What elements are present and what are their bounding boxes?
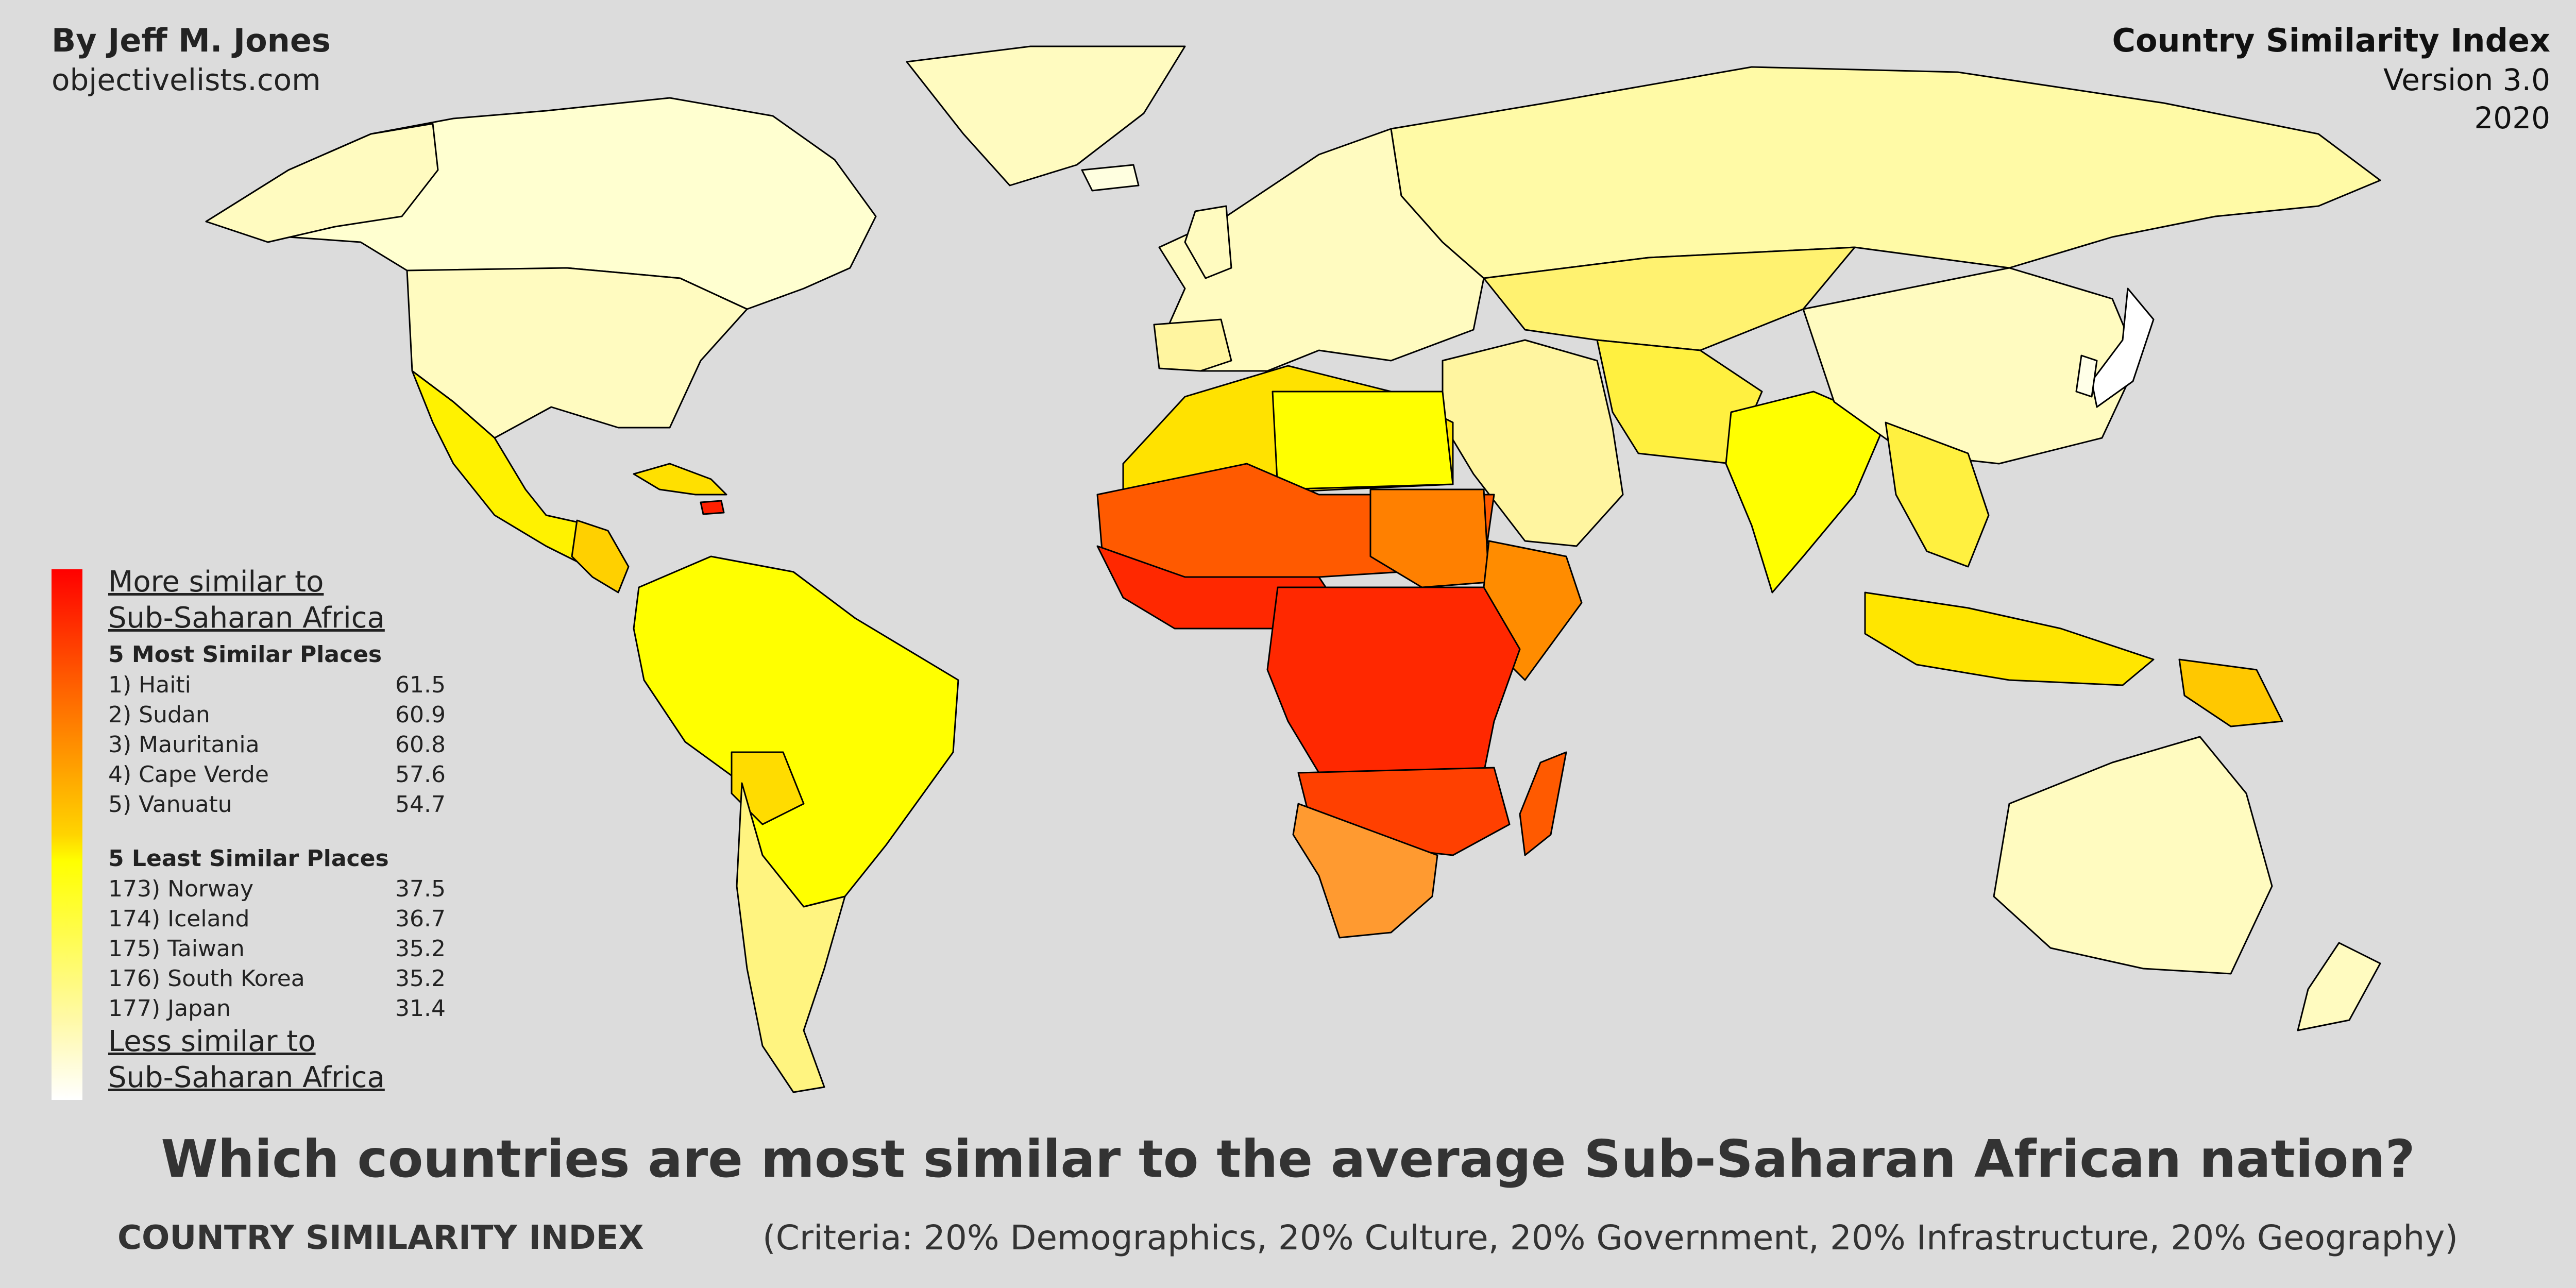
index-block: Country Similarity Index Version 3.0 202… (2112, 21, 2550, 137)
legend-row-name: 5) Vanuatu (108, 791, 232, 818)
legend-row-name: 176) South Korea (108, 965, 305, 992)
region-southern-africa (1292, 803, 1438, 939)
legend-more-line1: More similar to (108, 565, 324, 599)
region-central-africa (1266, 586, 1521, 784)
legend-row-score: 60.8 (395, 732, 446, 758)
index-year: 2020 (2474, 100, 2550, 135)
region-indonesia (1864, 591, 2155, 686)
region-central-asia (1483, 246, 1856, 351)
legend-most-title: 5 Most Similar Places (108, 641, 382, 668)
region-madagascar (1519, 751, 1567, 856)
region-haiti (700, 500, 725, 515)
region-china (1802, 267, 2139, 465)
region-greenland (906, 45, 1186, 187)
legend-row-score: 57.6 (395, 761, 446, 788)
legend-row-name: 177) Japan (108, 995, 231, 1022)
legend-row-name: 4) Cape Verde (108, 761, 269, 788)
map-question-title: Which countries are most similar to the … (161, 1129, 2415, 1189)
region-bolivia (731, 751, 805, 825)
legend: More similar to Sub-Saharan Africa 5 Mos… (108, 564, 469, 1096)
region-libya-egypt (1272, 391, 1454, 490)
region-korea-taiwan (2075, 354, 2098, 398)
legend-less-line1: Less similar to (108, 1025, 316, 1058)
author-website: objectivelists.com (52, 62, 321, 97)
region-caribbean (633, 463, 727, 496)
region-sudan (1369, 488, 1490, 588)
legend-row-name: 1) Haiti (108, 672, 191, 698)
legend-row: 174) Iceland 36.7 (108, 904, 446, 934)
legend-row-score: 36.7 (395, 906, 446, 932)
region-uk (1184, 205, 1232, 279)
region-se-asia (1885, 421, 1990, 568)
index-title: Country Similarity Index (2112, 22, 2550, 59)
legend-row-score: 35.2 (395, 965, 446, 992)
legend-row: 5) Vanuatu 54.7 (108, 790, 446, 820)
footer-criteria: (Criteria: 20% Demographics, 20% Culture… (762, 1218, 2459, 1258)
region-south-america-north (633, 555, 959, 908)
author-name: By Jeff M. Jones (52, 22, 331, 59)
index-version: Version 3.0 (2383, 62, 2550, 97)
legend-row-score: 37.5 (395, 876, 446, 902)
region-alaska (205, 123, 439, 243)
color-scale-bar (52, 569, 82, 1100)
legend-row-score: 61.5 (395, 672, 446, 698)
region-australia (1993, 736, 2273, 975)
region-new-zealand (2297, 942, 2381, 1031)
region-iceland (1081, 164, 1140, 192)
legend-row: 175) Taiwan 35.2 (108, 934, 446, 964)
legend-spacer (108, 820, 469, 840)
legend-more-line2: Sub-Saharan Africa (108, 601, 385, 635)
world-map (205, 45, 2381, 1093)
region-south-america-south (736, 782, 846, 1093)
region-central-america (571, 519, 630, 594)
region-japan (2091, 287, 2155, 408)
region-russia (1390, 66, 2381, 279)
region-iberia (1153, 318, 1232, 372)
legend-row-name: 175) Taiwan (108, 936, 245, 962)
legend-row-name: 173) Norway (108, 876, 254, 902)
legend-row-score: 35.2 (395, 936, 446, 962)
region-papua (2178, 658, 2283, 727)
region-middle-east (1442, 339, 1624, 547)
legend-row: 173) Norway 37.5 (108, 874, 446, 904)
legend-row: 3) Mauritania 60.8 (108, 730, 446, 760)
legend-row: 2) Sudan 60.9 (108, 700, 446, 730)
legend-row: 1) Haiti 61.5 (108, 670, 446, 700)
legend-row-score: 31.4 (395, 995, 446, 1022)
legend-row: 177) Japan 31.4 (108, 994, 446, 1024)
legend-row-score: 54.7 (395, 791, 446, 818)
footer-index-name: COUNTRY SIMILARITY INDEX (117, 1219, 644, 1257)
legend-row: 176) South Korea 35.2 (108, 964, 446, 994)
legend-row-name: 3) Mauritania (108, 732, 260, 758)
legend-row: 4) Cape Verde 57.6 (108, 760, 446, 790)
legend-less-line2: Sub-Saharan Africa (108, 1061, 385, 1094)
author-block: By Jeff M. Jones objectivelists.com (52, 21, 331, 99)
legend-least-title: 5 Least Similar Places (108, 845, 389, 872)
legend-row-name: 2) Sudan (108, 702, 210, 728)
legend-row-name: 174) Iceland (108, 906, 250, 932)
legend-row-score: 60.9 (395, 702, 446, 728)
